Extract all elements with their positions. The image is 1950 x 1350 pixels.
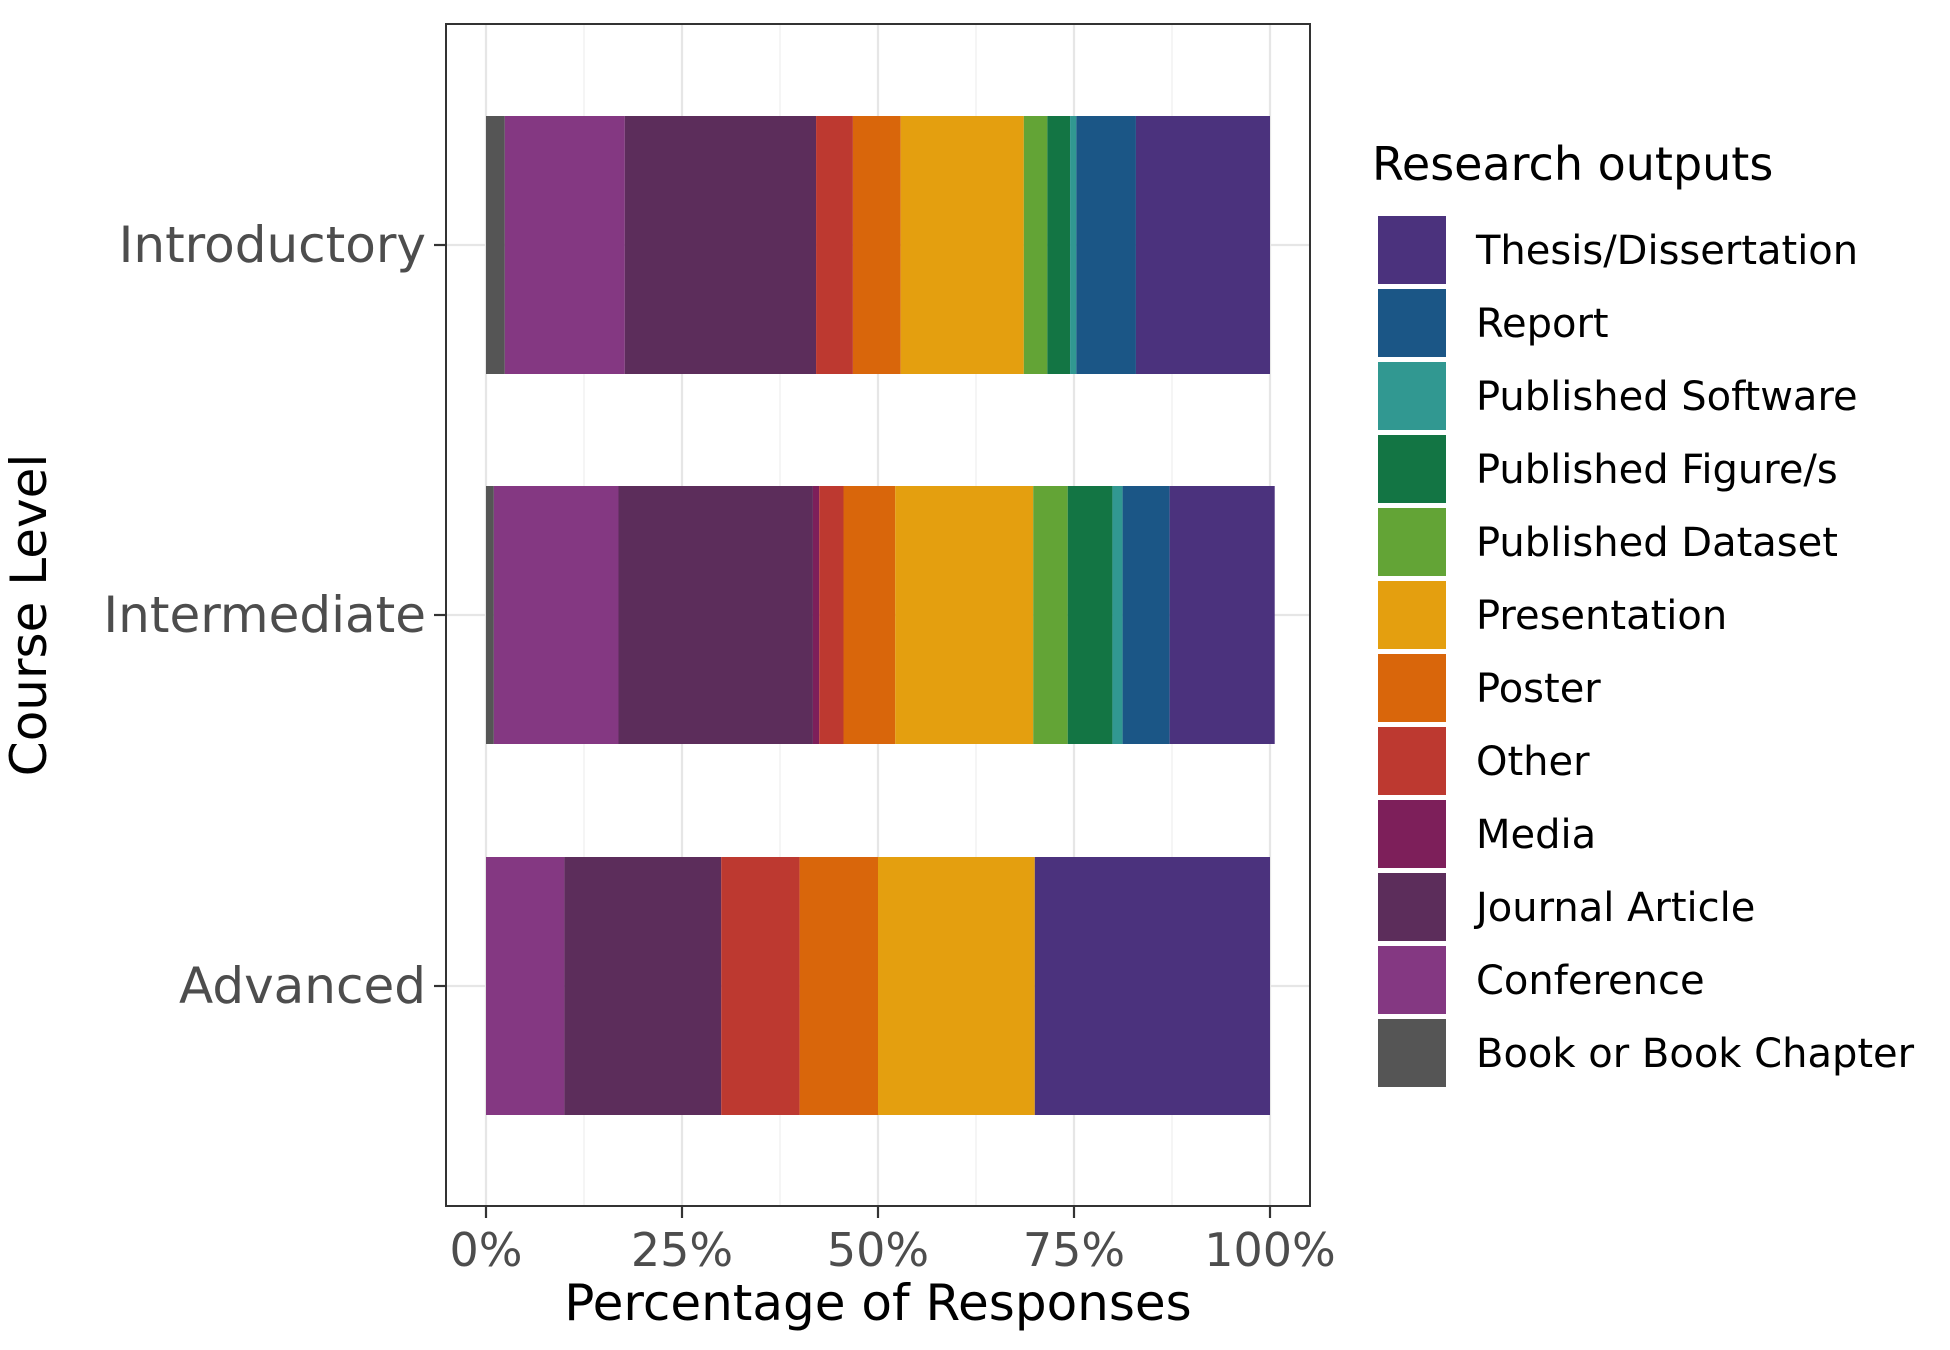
legend-key-report — [1378, 289, 1446, 357]
bar-segment-advanced-journal-article — [564, 857, 722, 1115]
bar-segment-intermediate-thesis-dissertation — [1169, 486, 1275, 744]
legend-title: Research outputs — [1372, 137, 1773, 191]
legend-label: Published Figure/s — [1476, 447, 1838, 493]
x-tick-label: 100% — [1204, 1223, 1336, 1277]
legend-key-published-software — [1378, 362, 1446, 430]
bar-segment-intermediate-report — [1122, 486, 1170, 744]
bar-segment-intermediate-poster — [843, 486, 896, 744]
legend-key-book-or-book-chapter — [1378, 1019, 1446, 1087]
x-tick-label: 25% — [631, 1223, 733, 1277]
bar-segment-intermediate-other — [819, 486, 844, 744]
legend-label: Thesis/Dissertation — [1475, 228, 1858, 274]
legend-label: Report — [1476, 301, 1609, 347]
bar-segment-intermediate-published-dataset — [1033, 486, 1068, 744]
x-tick-label: 75% — [1023, 1223, 1125, 1277]
legend-label: Book or Book Chapter — [1476, 1031, 1915, 1077]
bar-segment-introductory-journal-article — [624, 116, 817, 374]
legend: Research outputs Thesis/Dissertation Repo… — [1372, 137, 1915, 1087]
y-axis: Introductory Intermediate Advanced — [103, 216, 446, 1015]
legend-key-conference — [1378, 946, 1446, 1014]
legend-label: Media — [1476, 812, 1596, 858]
bar-segment-advanced-other — [721, 857, 800, 1115]
legend-key-thesis-dissertation — [1378, 216, 1446, 284]
bar-segment-introductory-report — [1076, 116, 1136, 374]
legend-label: Published Software — [1476, 374, 1858, 420]
bar-segment-advanced-thesis-dissertation — [1034, 857, 1270, 1115]
y-tick-label: Intermediate — [103, 586, 426, 644]
x-tick-label: 50% — [827, 1223, 929, 1277]
bars — [486, 116, 1275, 1115]
bar-segment-advanced-presentation — [878, 857, 1035, 1115]
y-tick-label: Advanced — [179, 957, 426, 1015]
bar-segment-intermediate-presentation — [895, 486, 1034, 744]
bar-segment-introductory-presentation — [900, 116, 1024, 374]
legend-label: Conference — [1476, 958, 1705, 1004]
bar-segment-introductory-poster — [852, 116, 901, 374]
legend-label: Other — [1476, 739, 1590, 785]
legend-key-journal-article — [1378, 873, 1446, 941]
bar-segment-introductory-thesis-dissertation — [1135, 116, 1270, 374]
bar-segment-intermediate-published-figure-s — [1067, 486, 1113, 744]
bar-segment-intermediate-media — [812, 486, 820, 744]
bar-segment-intermediate-journal-article — [618, 486, 813, 744]
legend-key-poster — [1378, 654, 1446, 722]
legend-key-media — [1378, 800, 1446, 868]
y-axis-title: Course Level — [0, 454, 58, 776]
x-axis: 0% 25% 50% 75% 100% — [450, 1206, 1336, 1277]
x-axis-title: Percentage of Responses — [564, 1274, 1191, 1332]
bar-segment-introductory-conference — [504, 116, 625, 374]
legend-label: Journal Article — [1473, 885, 1755, 931]
legend-label: Published Dataset — [1476, 520, 1838, 566]
legend-key-other — [1378, 727, 1446, 795]
legend-key-published-figure-s — [1378, 435, 1446, 503]
legend-label: Poster — [1476, 666, 1601, 712]
bar-segment-advanced-poster — [799, 857, 878, 1115]
bar-segment-advanced-conference — [486, 857, 565, 1115]
bar-segment-introductory-published-software — [1070, 116, 1077, 374]
legend-key-presentation — [1378, 581, 1446, 649]
bar-segment-introductory-book-or-book-chapter — [486, 116, 505, 374]
x-tick-label: 0% — [450, 1223, 523, 1277]
bar-segment-intermediate-conference — [493, 486, 619, 744]
bar-segment-intermediate-book-or-book-chapter — [486, 486, 494, 744]
bar-segment-intermediate-published-software — [1112, 486, 1123, 744]
legend-label: Presentation — [1476, 593, 1727, 639]
bar-segment-introductory-published-figure-s — [1047, 116, 1071, 374]
bar-segment-introductory-other — [816, 116, 853, 374]
legend-key-published-dataset — [1378, 508, 1446, 576]
bar-segment-introductory-published-dataset — [1023, 116, 1048, 374]
y-tick-label: Introductory — [119, 216, 426, 274]
